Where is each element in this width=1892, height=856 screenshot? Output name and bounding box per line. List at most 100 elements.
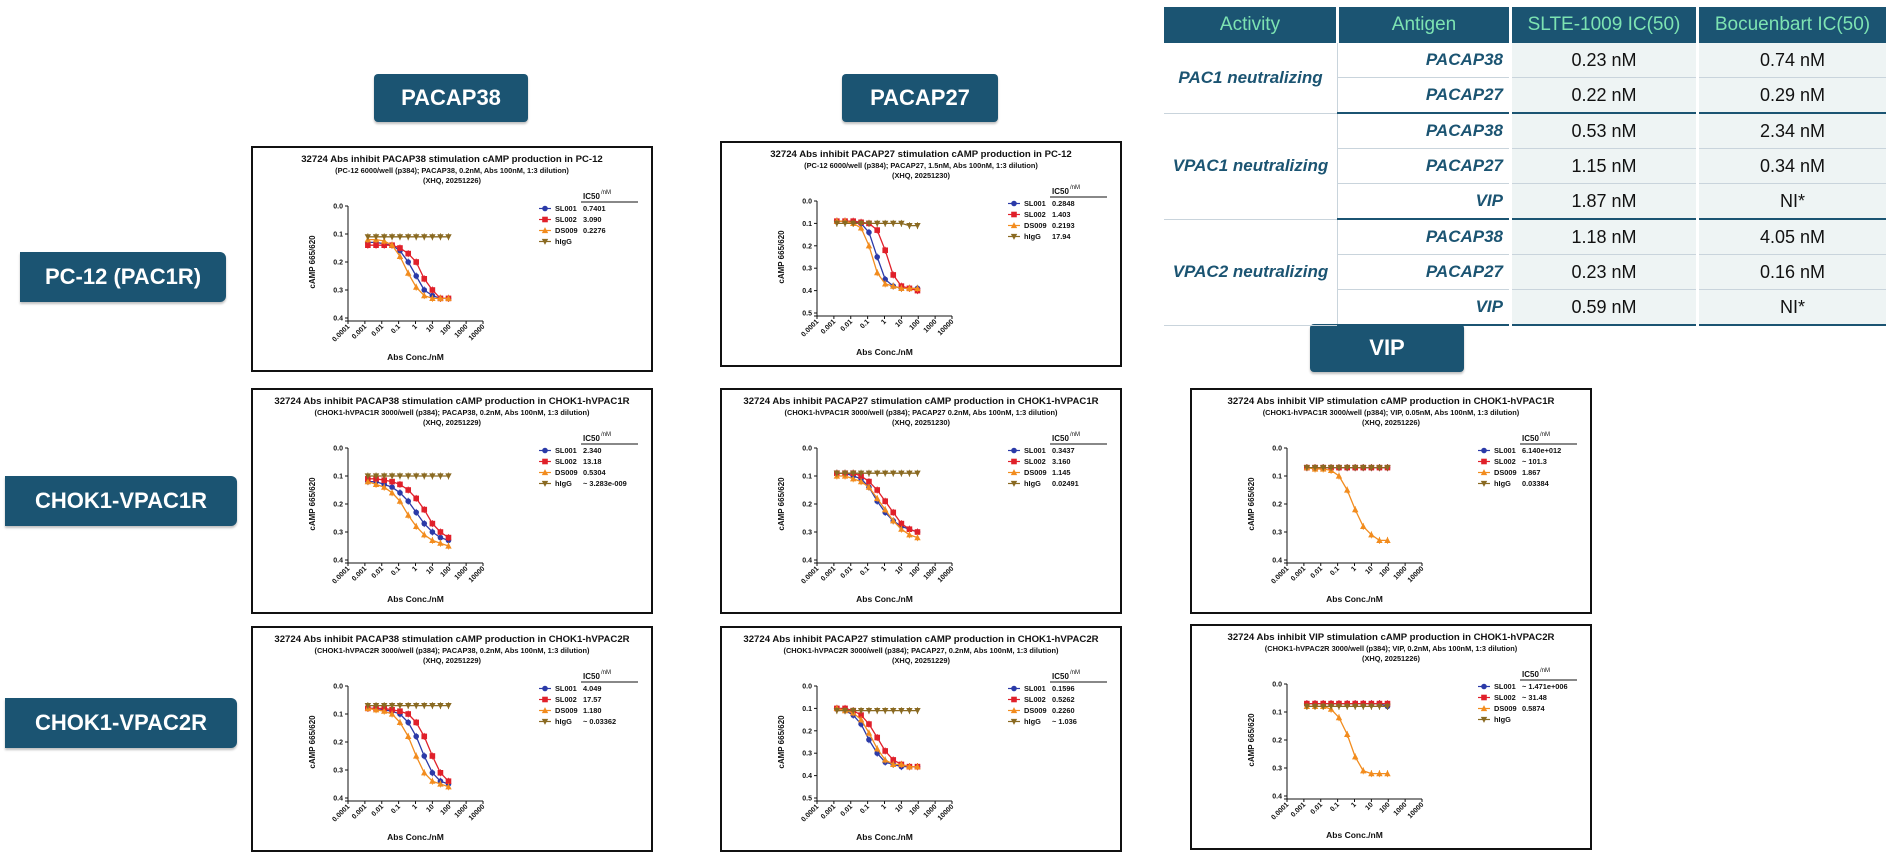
legend-ic50-value: ~ 3.283e-009	[583, 479, 627, 488]
data-point	[405, 733, 412, 739]
data-point	[429, 753, 436, 759]
chart-svg: 32724 Abs inhibit VIP stimulation cAMP p…	[1228, 632, 1577, 840]
data-point	[866, 736, 872, 743]
data-point	[1303, 703, 1311, 710]
data-point	[397, 481, 403, 488]
data-point	[1368, 465, 1375, 471]
legend-label: SL001	[555, 684, 577, 693]
legend-ic50-value: 6.140e+012	[1522, 446, 1561, 455]
data-point	[890, 272, 897, 278]
legend-ic50-value: 0.7401	[583, 204, 606, 213]
data-point	[1360, 703, 1367, 710]
legend-ic50-value: 0.2276	[583, 226, 606, 235]
data-point	[914, 223, 921, 230]
y-axis-label: cAMP 665/620	[308, 715, 317, 769]
legend-label: hIgG	[555, 717, 572, 726]
data-point	[898, 220, 905, 227]
legend-label: hIgG	[1024, 232, 1041, 241]
data-point	[890, 708, 897, 715]
legend-ic50-value: 3.090	[583, 215, 602, 224]
data-point	[429, 473, 436, 480]
chart-title: 32724 Abs inhibit PACAP27 stimulation cA…	[743, 634, 1098, 645]
data-point	[1011, 200, 1017, 207]
data-point	[1376, 770, 1383, 777]
data-point	[541, 238, 549, 245]
data-point	[882, 748, 888, 754]
legend-ic50-value: 0.1596	[1052, 684, 1075, 693]
data-point	[833, 708, 841, 715]
data-point	[1376, 537, 1383, 543]
series-line-ds009	[1306, 705, 1388, 775]
chart-svg: 32724 Abs inhibit PACAP38 stimulation cA…	[274, 396, 638, 604]
data-point	[381, 237, 388, 244]
x-axis-label: Abs Conc./nM	[387, 594, 444, 604]
ic50-header: IC50	[1522, 670, 1539, 679]
x-tick-label: 10000	[937, 565, 956, 584]
x-tick-label: 0.1	[859, 565, 871, 577]
y-axis-label: cAMP 665/620	[777, 715, 786, 769]
data-point	[1335, 714, 1343, 721]
data-point	[388, 241, 396, 248]
data-point	[396, 253, 404, 259]
data-point	[364, 478, 372, 485]
row-header-vpac1r: CHOK1-VPAC1R	[5, 476, 237, 526]
data-point	[1351, 506, 1359, 513]
x-tick-label: 0.01	[1310, 801, 1325, 816]
x-tick-label: 0.0001	[800, 565, 820, 585]
antigen-cell: PACAP38	[1337, 113, 1512, 149]
data-point	[421, 531, 428, 538]
x-tick-label: 1	[1350, 801, 1358, 809]
chart-note: (XHQ, 20251230)	[892, 418, 950, 427]
data-point	[1010, 233, 1018, 240]
ic50-unit: /nM	[1070, 185, 1080, 191]
y-tick-label: 0.4	[1272, 794, 1282, 801]
y-tick-label: 0.0	[802, 684, 812, 691]
data-point	[396, 234, 404, 241]
data-point	[906, 708, 913, 715]
x-tick-label: 10	[1364, 801, 1375, 812]
data-point	[865, 708, 873, 715]
data-point	[429, 770, 436, 776]
ic50-summary-table: Activity Antigen SLTE-1009 IC(50) Bocuen…	[1164, 7, 1886, 326]
x-tick-label: 1	[411, 323, 419, 331]
x-tick-label: 10	[425, 803, 436, 814]
legend-label: DS009	[555, 468, 578, 477]
x-tick-label: 0.001	[351, 803, 368, 820]
legend-label: hIgG	[1024, 479, 1041, 488]
x-tick-label: 1	[880, 565, 888, 573]
legend-label: SL002	[555, 215, 577, 224]
chart-note: (XHQ, 20251229)	[423, 656, 481, 665]
data-point	[914, 470, 921, 477]
legend-label: DS009	[1494, 704, 1517, 713]
y-tick-label: 0.4	[333, 316, 343, 323]
ic50-unit: /nM	[1540, 668, 1550, 674]
x-tick-label: 0.01	[840, 565, 855, 580]
y-tick-label: 0.1	[1272, 474, 1282, 481]
data-point	[1384, 537, 1391, 543]
table-row: PAC1 neutralizing PACAP38 0.23 nM 0.74 n…	[1164, 43, 1886, 114]
data-point	[1320, 703, 1327, 710]
x-tick-label: 100	[1378, 565, 1391, 578]
y-tick-label: 0.4	[802, 773, 812, 780]
chart-panel-vip-vpac1r: 32724 Abs inhibit VIP stimulation cAMP p…	[1190, 388, 1592, 614]
chart-svg: 32724 Abs inhibit PACAP27 stimulation cA…	[743, 634, 1107, 842]
data-point	[421, 769, 428, 776]
data-point	[429, 537, 436, 543]
data-point	[898, 284, 905, 291]
chart-subtitle: (CHOK1-hVPAC2R 3000/well (p384); PACAP38…	[314, 646, 590, 655]
x-tick-label: 0.01	[371, 565, 386, 580]
data-point	[421, 287, 428, 293]
data-point	[365, 242, 371, 248]
x-tick-label: 0.1	[859, 318, 871, 330]
column-header-pacap27: PACAP27	[842, 74, 998, 122]
data-point	[1303, 465, 1311, 471]
data-point	[1384, 703, 1391, 710]
data-point	[857, 478, 865, 485]
data-point	[388, 234, 396, 241]
data-point	[381, 242, 388, 248]
data-point	[881, 220, 889, 227]
data-point	[541, 227, 549, 234]
data-point	[1481, 694, 1487, 701]
header-activity: Activity	[1164, 7, 1339, 43]
x-tick-label: 0.0001	[1270, 565, 1290, 585]
